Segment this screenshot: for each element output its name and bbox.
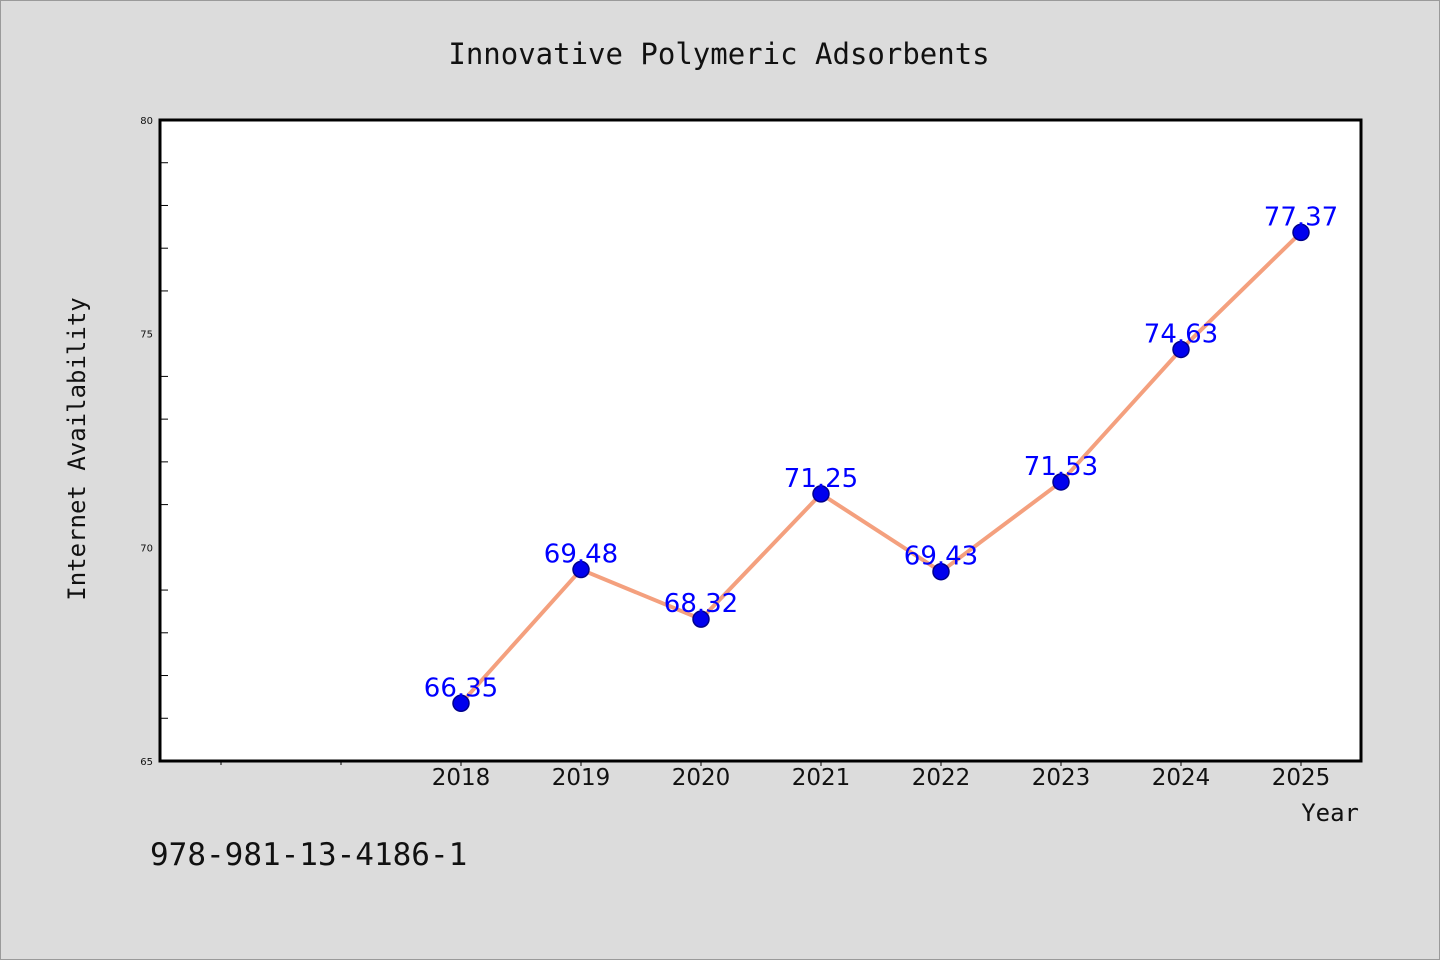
data-point-marker	[812, 485, 830, 503]
data-point-marker	[572, 560, 590, 579]
x-tick-label: 2022	[912, 765, 971, 791]
series-markers	[452, 223, 1310, 713]
x-tick-label: 2021	[792, 765, 851, 791]
isbn-text: 978-981-13-4186-1	[150, 837, 467, 873]
x-tick-label: 2018	[432, 765, 491, 791]
data-label: 68.32	[664, 589, 738, 619]
data-label: 71.53	[1024, 452, 1098, 482]
data-label: 69.48	[544, 540, 618, 570]
plot-area	[158, 118, 1363, 763]
chart-title: Innovative Polymeric Adsorbents	[448, 37, 989, 71]
y-tick-label: 70	[140, 543, 153, 554]
y-tick-label: 80	[140, 116, 153, 127]
y-tick-label: 65	[140, 757, 153, 768]
data-point-marker	[932, 562, 950, 581]
series-polyline	[459, 230, 1303, 706]
data-label: 69.43	[904, 542, 978, 572]
x-axis: 2018 2019 2020 2021 2022 2023 2024 2025	[220, 761, 1331, 791]
data-label: 74.63	[1144, 319, 1218, 349]
x-tick-label: 2019	[552, 765, 611, 791]
data-label: 77.37	[1264, 202, 1338, 232]
data-label: 71.25	[784, 464, 858, 494]
y-axis-title: Internet Availability	[63, 297, 91, 600]
data-point-marker	[1172, 340, 1190, 359]
y-axis: 65 70 75 80	[140, 116, 168, 768]
data-point-marker	[1052, 473, 1070, 491]
series-line	[459, 230, 1303, 706]
data-point-marker	[452, 694, 470, 713]
x-tick-label: 2020	[672, 765, 731, 791]
x-tick-label: 2025	[1272, 765, 1331, 791]
data-point-marker	[692, 610, 710, 628]
y-tick-label: 75	[140, 330, 153, 341]
x-tick-label: 2024	[1152, 765, 1211, 791]
data-label: 66.35	[424, 673, 498, 703]
data-point-marker	[1292, 223, 1310, 242]
x-tick-label: 2023	[1032, 765, 1091, 791]
x-axis-title: Year	[1301, 799, 1359, 827]
data-labels: 66.35 69.48 68.32 71.25 69.43 71.53 74.63 77.37	[424, 202, 1338, 703]
